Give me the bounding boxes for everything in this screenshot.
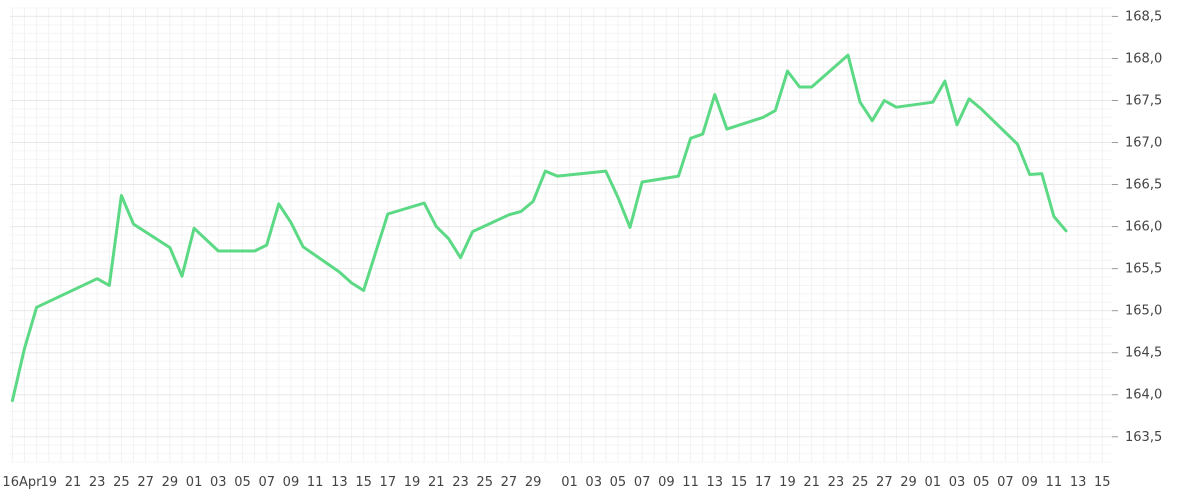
x-tick-label: 15 — [731, 475, 748, 490]
series-line — [10, 53, 1068, 403]
x-tick-label: 11 — [682, 475, 699, 490]
x-tick-label: 05 — [234, 475, 251, 490]
x-tick-label: 21 — [803, 475, 820, 490]
y-tick-label: 164,5 — [1125, 346, 1162, 361]
x-tick-label: 19 — [779, 475, 796, 490]
x-tick-label: 23 — [89, 475, 106, 490]
x-tick-label: 09 — [1021, 475, 1038, 490]
y-tick-label: 165,0 — [1125, 304, 1162, 319]
x-tick-label: 29 — [525, 475, 542, 490]
x-tick-label: 01 — [561, 475, 578, 490]
x-tick-label: 03 — [949, 475, 966, 490]
y-tick-label: 168,5 — [1125, 9, 1162, 24]
x-tick-label: 25 — [852, 475, 869, 490]
x-tick-label: 25 — [113, 475, 130, 490]
y-tick-label: 163,5 — [1125, 430, 1162, 445]
x-tick-label: 27 — [501, 475, 518, 490]
x-tick-label: 05 — [610, 475, 627, 490]
x-tick-label: 07 — [258, 475, 275, 490]
y-axis: 163,5 164,0 164,5 165,0 165,5 166,0 166,5 167,0… — [1112, 9, 1162, 445]
y-tick-label: 167,0 — [1125, 136, 1162, 151]
x-tick-label: 23 — [828, 475, 845, 490]
grid — [10, 7, 1112, 463]
x-tick-label: 27 — [876, 475, 893, 490]
x-tick-label: 16Apr — [2, 475, 42, 490]
y-tick-label: 166,0 — [1125, 220, 1162, 235]
x-tick-label: 03 — [210, 475, 227, 490]
x-tick-label: 27 — [137, 475, 154, 490]
x-tick-label: 25 — [476, 475, 493, 490]
x-axis: 16Apr 19 21 23 25 27 29 01 03 05 07 09 11 13 15 17 19 21 2… — [2, 475, 1110, 490]
x-tick-label: 17 — [380, 475, 397, 490]
x-tick-label: 03 — [585, 475, 602, 490]
x-tick-label: 09 — [283, 475, 300, 490]
y-tick-label: 166,5 — [1125, 178, 1162, 193]
x-tick-label: 23 — [452, 475, 469, 490]
x-tick-label: 13 — [331, 475, 348, 490]
x-tick-label: 01 — [925, 475, 942, 490]
y-tick-label: 167,5 — [1125, 93, 1162, 108]
x-tick-label: 01 — [186, 475, 203, 490]
x-tick-label: 15 — [355, 475, 372, 490]
x-tick-label: 11 — [307, 475, 324, 490]
x-tick-label: 13 — [707, 475, 724, 490]
x-tick-label: 09 — [658, 475, 675, 490]
x-tick-label: 17 — [755, 475, 772, 490]
x-tick-label: 21 — [65, 475, 82, 490]
x-tick-label: 05 — [973, 475, 990, 490]
series-layer — [10, 53, 1068, 403]
x-tick-label: 29 — [900, 475, 917, 490]
x-tick-label: 29 — [162, 475, 179, 490]
x-tick-label: 19 — [40, 475, 57, 490]
y-tick-label: 168,0 — [1125, 51, 1162, 66]
y-tick-label: 165,5 — [1125, 262, 1162, 277]
y-tick-label: 164,0 — [1125, 388, 1162, 403]
x-tick-label: 07 — [634, 475, 651, 490]
x-tick-label: 11 — [1046, 475, 1063, 490]
x-tick-label: 15 — [1094, 475, 1111, 490]
x-tick-label: 13 — [1070, 475, 1087, 490]
x-tick-label: 19 — [404, 475, 421, 490]
x-tick-label: 21 — [428, 475, 445, 490]
x-tick-label: 07 — [997, 475, 1014, 490]
